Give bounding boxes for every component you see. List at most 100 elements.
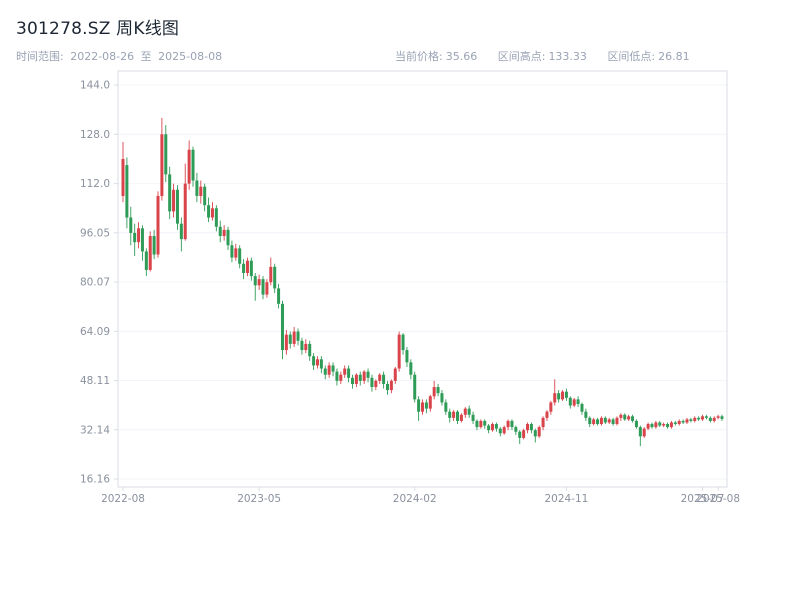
subtitle-row: 时间范围: 2022-08-26 至 2025-08-08 当前价格: 35.66… bbox=[0, 48, 800, 64]
candle-body bbox=[615, 417, 619, 425]
candle-body bbox=[467, 408, 471, 415]
candle-body bbox=[366, 371, 370, 378]
candle-body bbox=[646, 424, 650, 429]
candle-body bbox=[607, 419, 611, 423]
candle-body bbox=[175, 189, 179, 224]
candle-body bbox=[697, 417, 701, 420]
candle-body bbox=[561, 391, 565, 400]
candle-body bbox=[634, 420, 638, 428]
candle-body bbox=[195, 180, 199, 196]
candle-body bbox=[452, 411, 456, 418]
candle-body bbox=[327, 365, 331, 375]
candle-body bbox=[389, 380, 393, 391]
time-range-to: 至 bbox=[140, 50, 152, 63]
candle-body bbox=[253, 276, 257, 286]
candle-body bbox=[576, 399, 580, 404]
candle-body bbox=[471, 414, 475, 421]
candle-body bbox=[312, 356, 316, 366]
candle-body bbox=[537, 427, 541, 437]
candle-body bbox=[257, 279, 261, 286]
candle-body bbox=[631, 416, 635, 421]
x-axis-label: 2025-07 bbox=[681, 493, 725, 505]
candle-body bbox=[592, 419, 596, 425]
candle-body bbox=[681, 420, 685, 423]
x-axis-label: 2024-11 bbox=[544, 493, 588, 505]
candle-body bbox=[156, 195, 160, 255]
candle-body bbox=[179, 223, 183, 240]
candle-body bbox=[428, 396, 432, 409]
candle-body bbox=[619, 414, 623, 418]
candle-body bbox=[483, 420, 487, 426]
candle-body bbox=[603, 417, 607, 423]
candle-body bbox=[121, 158, 125, 196]
candle-body bbox=[572, 399, 576, 406]
candle-body bbox=[148, 236, 152, 270]
candle-body bbox=[331, 365, 335, 372]
candle-body bbox=[444, 402, 448, 412]
range-low-label: 区间低点: bbox=[607, 50, 656, 63]
range-high-stat: 区间高点: 133.33 bbox=[498, 50, 590, 63]
candle-body bbox=[514, 427, 518, 432]
candle-body bbox=[654, 422, 658, 428]
time-range-label: 时间范围: bbox=[16, 50, 64, 63]
x-axis-label: 2025-08 bbox=[696, 493, 740, 505]
candle-body bbox=[230, 245, 234, 258]
candle-body bbox=[199, 186, 203, 196]
candle-body bbox=[350, 377, 354, 384]
candle-body bbox=[689, 419, 693, 421]
candle-body bbox=[494, 424, 498, 429]
candle-body bbox=[417, 399, 421, 412]
candle-body bbox=[187, 149, 191, 184]
candle-body bbox=[510, 420, 514, 428]
candle-body bbox=[315, 359, 319, 366]
candle-body bbox=[459, 414, 463, 421]
plot-border bbox=[117, 70, 728, 488]
candle-body bbox=[487, 425, 491, 431]
candle-body bbox=[541, 417, 545, 428]
current-price-label: 当前价格: bbox=[395, 50, 443, 63]
candle-body bbox=[382, 374, 386, 384]
candle-body bbox=[448, 411, 452, 418]
candle-body bbox=[498, 428, 502, 434]
candle-body bbox=[393, 368, 397, 381]
candle-body bbox=[491, 424, 495, 431]
candle-body bbox=[129, 217, 133, 233]
candle-body bbox=[191, 149, 195, 181]
x-axis-label: 2024-02 bbox=[393, 493, 437, 505]
candle-body bbox=[296, 331, 300, 341]
candle-body bbox=[249, 260, 253, 277]
candle-body bbox=[421, 402, 424, 412]
candle-body bbox=[463, 408, 467, 415]
candle-body bbox=[650, 424, 654, 428]
y-axis-label: 16.16 bbox=[80, 474, 110, 486]
candle-body bbox=[553, 393, 557, 403]
candle-body bbox=[401, 334, 405, 351]
candle-body bbox=[666, 424, 670, 428]
time-range-text: 时间范围: 2022-08-26 至 2025-08-08 bbox=[16, 48, 225, 64]
candle-body bbox=[584, 411, 588, 418]
candle-body bbox=[522, 430, 526, 438]
candle-body bbox=[658, 422, 662, 426]
candle-body bbox=[238, 248, 242, 264]
range-high-value: 133.33 bbox=[548, 50, 587, 63]
candle-body bbox=[564, 391, 568, 398]
candle-body bbox=[529, 424, 533, 431]
candle-body bbox=[265, 282, 269, 295]
candle-body bbox=[164, 134, 168, 175]
candle-body bbox=[533, 430, 537, 437]
candle-body bbox=[596, 419, 600, 425]
candle-body bbox=[362, 371, 366, 381]
candle-body bbox=[203, 186, 207, 206]
candle-body bbox=[669, 422, 673, 428]
candle-body bbox=[133, 232, 137, 243]
candle-body bbox=[280, 303, 284, 351]
candle-body bbox=[502, 427, 506, 434]
candle-body bbox=[168, 174, 172, 212]
candle-body bbox=[720, 416, 724, 419]
candle-body bbox=[152, 236, 156, 255]
candle-body bbox=[125, 165, 129, 218]
candle-body bbox=[207, 205, 211, 218]
y-axis-label: 32.14 bbox=[80, 424, 110, 436]
candle-body bbox=[183, 183, 187, 240]
